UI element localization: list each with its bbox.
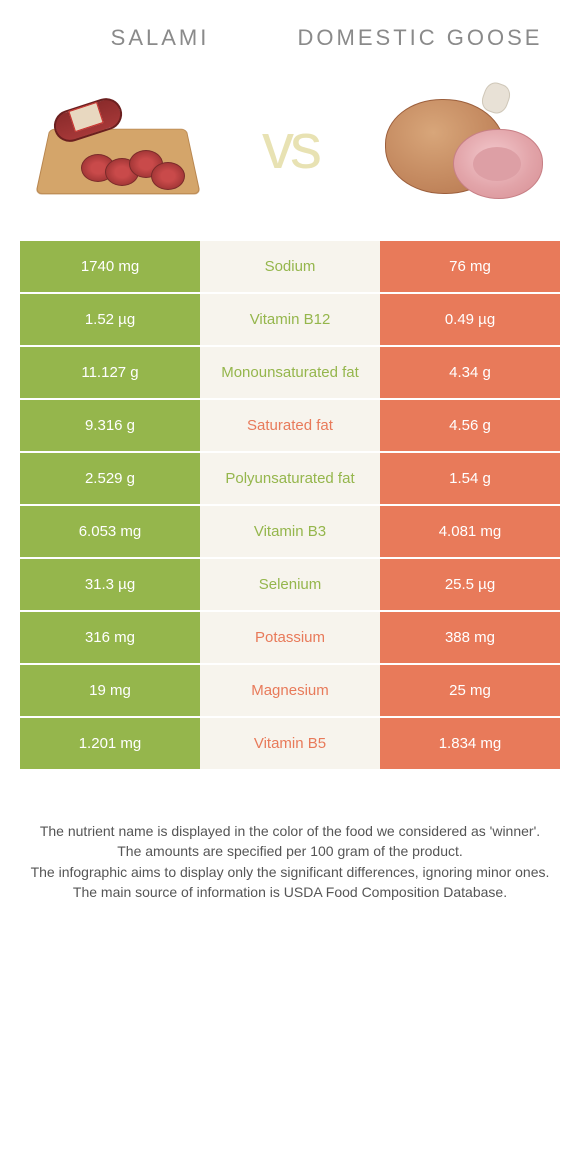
table-row: 1.52 µgVitamin B120.49 µg [20,294,560,347]
left-value: 316 mg [20,612,200,663]
left-value: 1740 mg [20,241,200,292]
goose-image [370,81,555,211]
right-value: 4.34 g [380,347,560,398]
left-value: 19 mg [20,665,200,716]
right-value: 388 mg [380,612,560,663]
right-value: 1.54 g [380,453,560,504]
right-value: 1.834 mg [380,718,560,769]
right-value: 76 mg [380,241,560,292]
nutrient-name: Vitamin B5 [200,718,380,769]
footer-notes: The nutrient name is displayed in the co… [0,771,580,962]
table-row: 316 mgPotassium388 mg [20,612,560,665]
vs-label: vs [262,109,318,183]
footer-line: The amounts are specified per 100 gram o… [30,841,550,861]
left-value: 31.3 µg [20,559,200,610]
nutrient-name: Magnesium [200,665,380,716]
right-value: 4.56 g [380,400,560,451]
right-title: Domestic goose [290,25,550,51]
table-row: 2.529 gPolyunsaturated fat1.54 g [20,453,560,506]
left-value: 9.316 g [20,400,200,451]
footer-line: The main source of information is USDA F… [30,882,550,902]
nutrient-table: 1740 mgSodium76 mg1.52 µgVitamin B120.49… [20,241,560,771]
left-value: 11.127 g [20,347,200,398]
table-row: 31.3 µgSelenium25.5 µg [20,559,560,612]
right-value: 25.5 µg [380,559,560,610]
left-value: 1.52 µg [20,294,200,345]
left-value: 2.529 g [20,453,200,504]
nutrient-name: Polyunsaturated fat [200,453,380,504]
footer-line: The infographic aims to display only the… [30,862,550,882]
table-row: 1.201 mgVitamin B51.834 mg [20,718,560,771]
footer-line: The nutrient name is displayed in the co… [30,821,550,841]
table-row: 1740 mgSodium76 mg [20,241,560,294]
nutrient-name: Vitamin B12 [200,294,380,345]
right-value: 25 mg [380,665,560,716]
nutrient-name: Vitamin B3 [200,506,380,557]
left-value: 1.201 mg [20,718,200,769]
table-row: 6.053 mgVitamin B34.081 mg [20,506,560,559]
table-row: 9.316 gSaturated fat4.56 g [20,400,560,453]
nutrient-name: Saturated fat [200,400,380,451]
nutrient-name: Sodium [200,241,380,292]
nutrient-name: Potassium [200,612,380,663]
left-value: 6.053 mg [20,506,200,557]
right-value: 0.49 µg [380,294,560,345]
right-value: 4.081 mg [380,506,560,557]
nutrient-name: Selenium [200,559,380,610]
header: Salami Domestic goose [0,0,580,66]
salami-image [25,81,210,211]
table-row: 19 mgMagnesium25 mg [20,665,560,718]
left-title: Salami [30,25,290,51]
nutrient-name: Monounsaturated fat [200,347,380,398]
images-row: vs [0,66,580,241]
table-row: 11.127 gMonounsaturated fat4.34 g [20,347,560,400]
